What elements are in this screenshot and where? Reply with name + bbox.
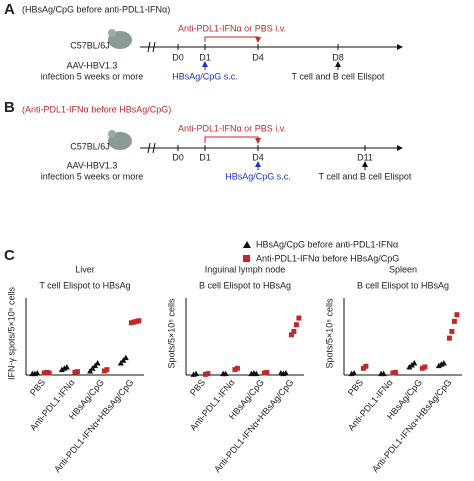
data-point bbox=[454, 312, 460, 318]
data-point bbox=[449, 328, 455, 334]
data-point bbox=[63, 363, 70, 370]
vaccine: HBsAg/CpG s.c. bbox=[172, 71, 238, 81]
data-point bbox=[451, 318, 457, 324]
chart-title: Spleen bbox=[389, 264, 417, 274]
chart-subtitle: T cell Elispot to HBsAg bbox=[39, 280, 130, 290]
treatment-bracket bbox=[204, 36, 261, 43]
day: D0 bbox=[172, 52, 184, 62]
day: D1 bbox=[199, 52, 211, 62]
data-point bbox=[74, 369, 80, 375]
day: D11 bbox=[357, 152, 373, 162]
x-tick-label: PBS bbox=[188, 377, 207, 397]
day: D4 bbox=[252, 52, 264, 62]
readout: T cell and B cell Elispot bbox=[319, 171, 412, 181]
data-point bbox=[193, 370, 200, 377]
mouse-icon bbox=[108, 29, 132, 49]
day: D8 bbox=[332, 52, 344, 62]
strain: C57BL/6J bbox=[70, 141, 110, 151]
chart-title: Liver bbox=[75, 264, 95, 274]
data-point bbox=[392, 369, 398, 375]
data-point bbox=[293, 322, 299, 328]
day: D1 bbox=[199, 152, 211, 162]
strain: C57BL/6J bbox=[70, 40, 110, 50]
data-point bbox=[222, 370, 229, 377]
y-axis-label: Spots/5×10⁵ cells bbox=[324, 298, 334, 369]
virus: AAV-HBV1.3 bbox=[67, 60, 118, 70]
legend-entry: Anti-PDL1-IFNα before HBsAg/CpG bbox=[256, 253, 399, 263]
panel-label: C bbox=[4, 247, 15, 264]
legend-marker bbox=[243, 241, 251, 248]
break bbox=[147, 41, 156, 53]
panel-title: (HBsAg/CpG before anti-PDL1-IFNα) bbox=[22, 4, 170, 14]
data-point bbox=[94, 359, 101, 366]
day-ticks bbox=[177, 145, 366, 151]
data-point bbox=[234, 365, 240, 371]
chart-title: Inguinal lymph node bbox=[205, 264, 286, 274]
data-point bbox=[422, 364, 428, 370]
treatment: Anti-PDL1-IFNα or PBS i.v. bbox=[178, 123, 286, 133]
y-axis-label: Spots/5×10⁵ cells bbox=[166, 298, 176, 369]
data-point bbox=[136, 318, 142, 324]
panel-label: A bbox=[4, 1, 15, 18]
readout: T cell and B cell Elispot bbox=[292, 71, 385, 81]
vaccine: HBsAg/CpG s.c. bbox=[225, 171, 291, 181]
data-point bbox=[296, 315, 302, 321]
treatment-bracket bbox=[204, 136, 261, 144]
data-point bbox=[264, 369, 270, 375]
day: D0 bbox=[172, 152, 184, 162]
data-point bbox=[205, 371, 211, 377]
data-point bbox=[446, 335, 452, 341]
data-point bbox=[440, 359, 447, 366]
break bbox=[147, 142, 156, 154]
virus: AAV-HBV1.3 bbox=[67, 160, 118, 170]
day: D4 bbox=[252, 152, 264, 162]
mouse-icon bbox=[108, 130, 132, 150]
data-point bbox=[253, 370, 260, 377]
day-ticks bbox=[177, 44, 339, 50]
panel-title: (Anti-PDL1-IFNα before HBsAg/CpG) bbox=[22, 104, 171, 114]
data-point bbox=[34, 369, 41, 376]
chart-subtitle: B cell Elispot to HBsAg bbox=[357, 280, 449, 290]
x-tick-label: PBS bbox=[346, 377, 365, 397]
y-axis-label: IFN-γ spots/5×10⁵ cells bbox=[6, 286, 16, 380]
data-point bbox=[411, 359, 418, 366]
data-point bbox=[282, 369, 289, 376]
panel-label: B bbox=[4, 99, 15, 116]
data-point bbox=[363, 363, 369, 369]
data-point bbox=[291, 328, 297, 334]
data-point bbox=[122, 354, 129, 361]
data-point bbox=[351, 369, 358, 376]
data-point bbox=[380, 370, 387, 377]
x-tick-label: PBS bbox=[28, 377, 47, 397]
infection: infection 5 weeks or more bbox=[41, 71, 144, 81]
legend-marker bbox=[243, 255, 250, 262]
data-point bbox=[288, 332, 294, 338]
legend-entry: HBsAg/CpG before anti-PDL1-IFNα bbox=[256, 239, 398, 249]
chart-subtitle: B cell Elispot to HBsAg bbox=[199, 280, 291, 290]
data-point bbox=[46, 370, 52, 376]
data-point bbox=[104, 367, 110, 373]
infection: infection 5 weeks or more bbox=[41, 171, 144, 181]
treatment: Anti-PDL1-IFNα or PBS i.v. bbox=[178, 23, 286, 33]
